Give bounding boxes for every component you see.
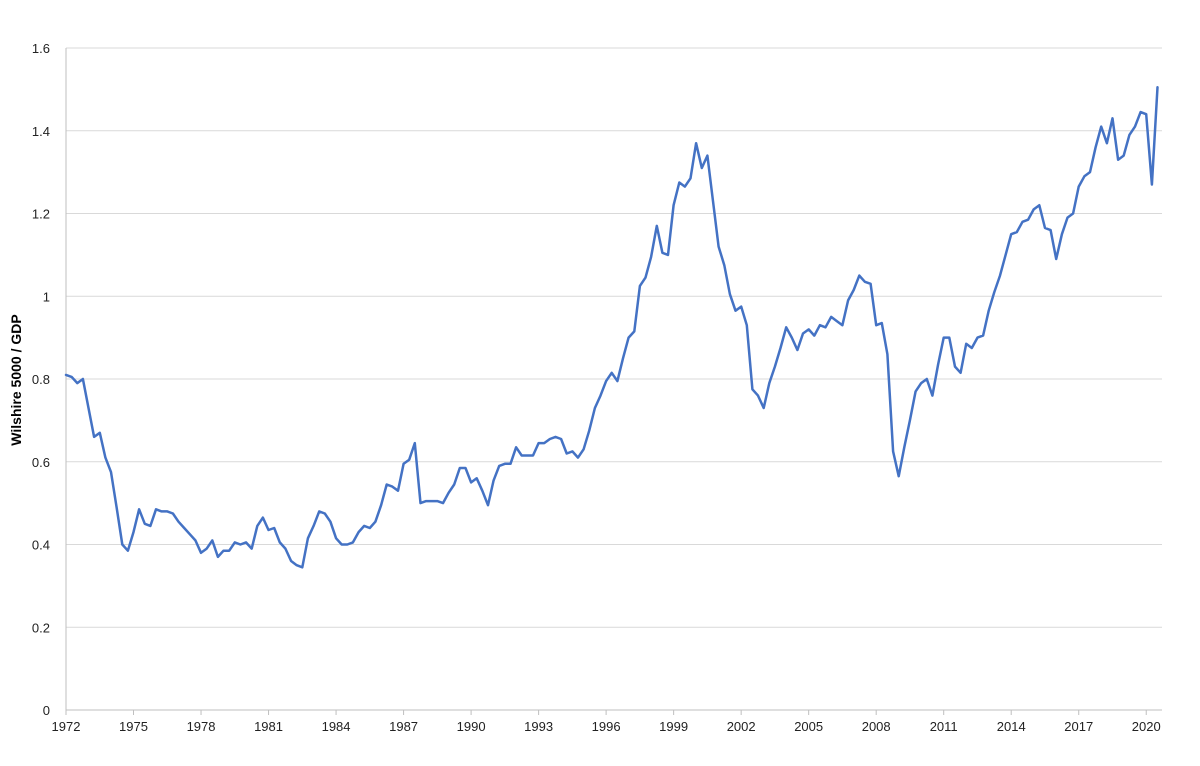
x-tick-label: 1987: [389, 719, 418, 734]
y-tick-label: 0.8: [32, 372, 50, 387]
grid-lines: [66, 47, 1162, 628]
y-tick-label: 1.2: [32, 207, 50, 222]
y-tick-label: 1.4: [32, 124, 50, 139]
y-axis-label: Wilshire 5000 / GDP: [8, 314, 24, 445]
series-group: [64, 86, 1159, 569]
x-tick-label: 2017: [1064, 719, 1093, 734]
x-tick-label: 1978: [187, 719, 216, 734]
y-axis-ticks: 0 0.2 0.4 0.6 0.8 1 1.2 1.4 1.6: [32, 41, 50, 718]
x-tick-label: 1993: [524, 719, 553, 734]
x-axis: [65, 48, 1162, 711]
y-tick-label: 0: [43, 703, 50, 718]
x-tick-label: 1999: [659, 719, 688, 734]
x-tick-label: 2020: [1132, 719, 1161, 734]
y-tick-label: 0.4: [32, 538, 50, 553]
x-tick-label: 2014: [997, 719, 1026, 734]
series-line-0: [64, 86, 1159, 569]
x-tick-label: 1981: [254, 719, 283, 734]
x-tick-label: 1975: [119, 719, 148, 734]
x-tick-label: 1990: [457, 719, 486, 734]
x-tick-label: 2008: [862, 719, 891, 734]
x-tick-label: 1984: [322, 719, 351, 734]
x-tick-label: 1972: [52, 719, 81, 734]
y-tick-label: 0.2: [32, 620, 50, 635]
y-tick-label: 1: [43, 289, 50, 304]
x-tick-label: 2002: [727, 719, 756, 734]
y-tick-label: 0.6: [32, 455, 50, 470]
x-tick-label: 2011: [930, 719, 958, 734]
x-axis-ticks: 1972 1975 1978 1981 1984 1987 1990 1993 1996 1999…: [52, 710, 1161, 734]
x-tick-label: 1996: [592, 719, 621, 734]
y-tick-label: 1.6: [32, 41, 50, 56]
x-tick-label: 2005: [794, 719, 823, 734]
